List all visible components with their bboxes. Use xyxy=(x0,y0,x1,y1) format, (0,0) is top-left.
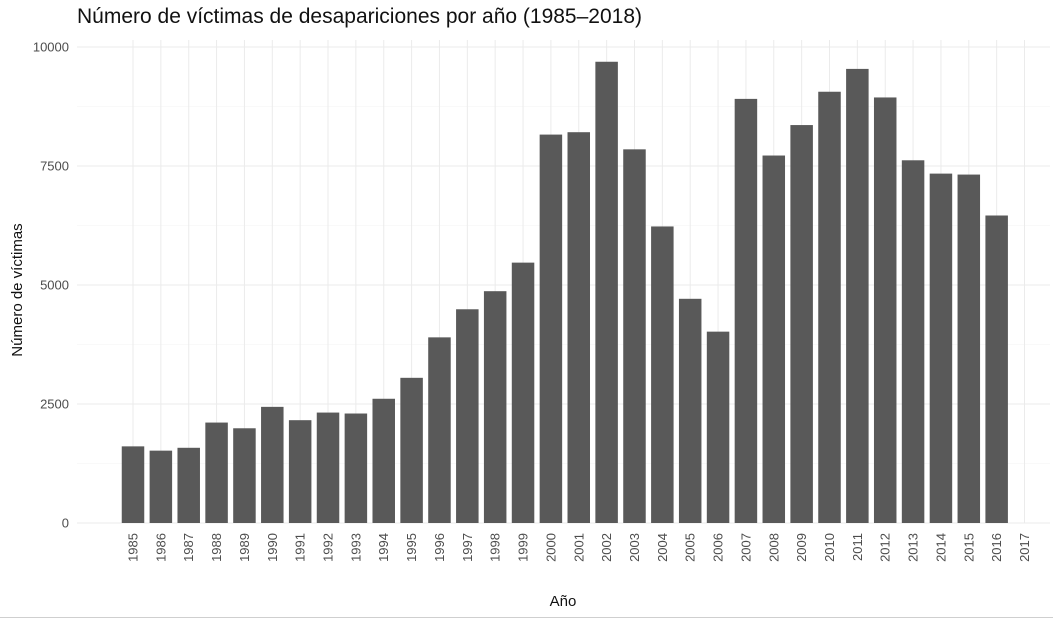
x-tick-label: 2004 xyxy=(655,533,670,562)
x-tick-label: 2005 xyxy=(683,533,698,562)
x-tick-label: 1998 xyxy=(488,533,503,562)
bar-2000 xyxy=(539,134,563,524)
x-tick-label: 2001 xyxy=(571,533,586,562)
bar-1992 xyxy=(316,412,340,523)
x-tick-label: 2000 xyxy=(543,533,558,562)
x-tick-label: 2007 xyxy=(738,533,753,562)
bar-1993 xyxy=(344,413,368,523)
x-tick-label: 1993 xyxy=(348,533,363,562)
bar-1985 xyxy=(121,446,145,523)
x-tick-label: 2011 xyxy=(850,533,865,561)
x-tick-label: 1997 xyxy=(460,533,475,562)
x-tick-label: 1990 xyxy=(265,533,280,562)
x-tick-label: 2012 xyxy=(878,533,893,562)
x-tick-label: 1985 xyxy=(126,533,141,562)
x-tick-label: 2009 xyxy=(794,533,809,562)
bar-2008 xyxy=(762,155,786,523)
bar-2015 xyxy=(957,174,981,523)
bar-1994 xyxy=(372,398,395,523)
bar-1991 xyxy=(288,420,312,523)
x-tick-label: 2014 xyxy=(933,533,948,562)
bar-2010 xyxy=(818,91,841,523)
bar-2005 xyxy=(678,298,702,523)
x-tick-label: 1991 xyxy=(293,533,308,562)
bottom-divider xyxy=(0,617,1053,618)
bar-2002 xyxy=(595,61,618,523)
bar-1995 xyxy=(400,377,423,523)
bar-1997 xyxy=(456,309,479,523)
y-axis-title: Número de víctimas xyxy=(9,223,26,356)
bar-1990 xyxy=(261,406,284,523)
bar-2009 xyxy=(790,125,813,524)
y-tick-label: 5000 xyxy=(40,278,69,293)
x-tick-label: 2016 xyxy=(989,533,1004,562)
bar-1999 xyxy=(511,262,535,523)
bar-1998 xyxy=(483,291,507,523)
x-tick-label: 2017 xyxy=(1017,533,1032,562)
y-tick-label: 7500 xyxy=(40,159,69,174)
x-tick-label: 2010 xyxy=(822,533,837,562)
y-axis-ticks: 0 2500 5000 7500 10000 xyxy=(33,40,69,531)
bar-2012 xyxy=(873,97,897,524)
x-tick-label: 2015 xyxy=(961,533,976,562)
x-tick-label: 1995 xyxy=(404,533,419,562)
chart-title: Número de víctimas de desapariciones por… xyxy=(77,5,643,28)
x-tick-label: 1988 xyxy=(209,533,224,562)
bar-1986 xyxy=(149,450,173,523)
x-tick-label: 1992 xyxy=(321,533,336,562)
bar-1988 xyxy=(205,422,228,523)
bar-2013 xyxy=(901,160,925,523)
bar-1989 xyxy=(233,428,256,523)
y-tick-label: 0 xyxy=(62,516,69,531)
y-tick-label: 10000 xyxy=(33,40,69,55)
bars-layer xyxy=(121,61,1008,524)
x-tick-label: 1986 xyxy=(153,533,168,562)
bar-2004 xyxy=(651,226,674,523)
bar-1987 xyxy=(177,447,200,523)
bar-2007 xyxy=(734,98,758,523)
x-tick-label: 2008 xyxy=(766,533,781,562)
x-axis-title: Año xyxy=(550,593,577,610)
x-tick-label: 2006 xyxy=(711,533,726,562)
x-tick-label: 1994 xyxy=(376,533,391,562)
x-tick-label: 2013 xyxy=(906,533,921,562)
x-tick-label: 1999 xyxy=(516,533,531,562)
bar-2016 xyxy=(985,215,1008,523)
x-tick-label: 1987 xyxy=(181,533,196,562)
bar-1996 xyxy=(428,337,451,523)
y-tick-label: 2500 xyxy=(40,397,69,412)
x-tick-label: 1996 xyxy=(432,533,447,562)
bar-2014 xyxy=(929,173,953,523)
bar-2003 xyxy=(623,149,646,523)
x-tick-label: 2003 xyxy=(627,533,642,562)
x-tick-label: 2002 xyxy=(599,533,614,562)
bar-2001 xyxy=(567,132,591,524)
x-axis-ticks: 1985 1986 1987 1988 1989 1990 1991 1992 1993 1994… xyxy=(126,533,1033,562)
bar-2006 xyxy=(706,331,730,523)
x-tick-label: 1989 xyxy=(237,533,252,562)
bar-2011 xyxy=(846,68,869,524)
